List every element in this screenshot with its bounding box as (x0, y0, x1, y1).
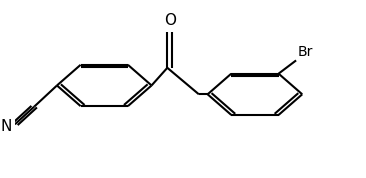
Text: N: N (0, 119, 11, 134)
Text: Br: Br (298, 45, 313, 59)
Text: O: O (164, 13, 176, 28)
